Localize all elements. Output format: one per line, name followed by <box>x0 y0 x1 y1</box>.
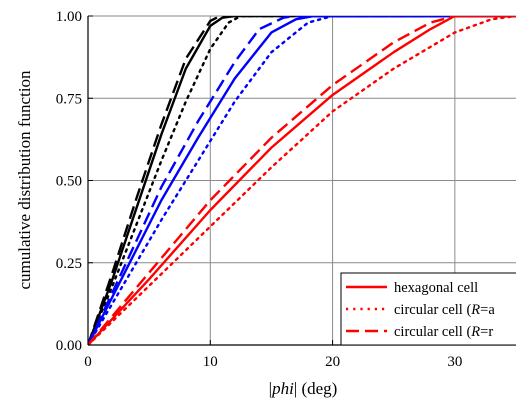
legend-box <box>340 272 516 346</box>
x-tick-label: 20 <box>325 354 340 370</box>
x-tick-label: 10 <box>203 354 218 370</box>
series-line <box>88 16 516 345</box>
series-line <box>88 16 516 345</box>
series-line <box>88 16 516 345</box>
legend-label: circular cell (R=r <box>394 324 493 340</box>
x-axis-label-pipe: | <box>269 379 272 398</box>
series-line <box>88 16 516 345</box>
x-tick-labels: 0 10 20 30 <box>84 354 462 370</box>
legend-label: hexagonal cell <box>394 280 478 296</box>
y-tick-labels: 0.00 0.25 0.50 0.75 1.00 <box>56 9 82 354</box>
y-tick-label: 0.00 <box>56 338 82 354</box>
x-axis-label-unit: | (deg) <box>294 379 338 398</box>
y-tick-label: 1.00 <box>56 9 82 25</box>
x-tick-label: 0 <box>84 354 92 370</box>
x-tick-label: 30 <box>447 354 462 370</box>
y-tick-label: 0.25 <box>56 256 82 272</box>
legend-label: circular cell (R=a <box>394 302 495 318</box>
plot-area <box>88 16 516 345</box>
series-line <box>88 16 516 345</box>
series-line <box>88 16 516 345</box>
x-axis-label: |phi| (deg) <box>269 379 338 398</box>
y-axis-label: cumulative distribution function <box>15 70 34 290</box>
y-tick-label: 0.50 <box>56 174 82 190</box>
x-axis-label-symbol: phi <box>271 379 294 398</box>
legend: hexagonal cell circular cell (R=a circular… <box>340 272 516 346</box>
series-line <box>88 16 516 345</box>
y-tick-label: 0.75 <box>56 91 82 107</box>
